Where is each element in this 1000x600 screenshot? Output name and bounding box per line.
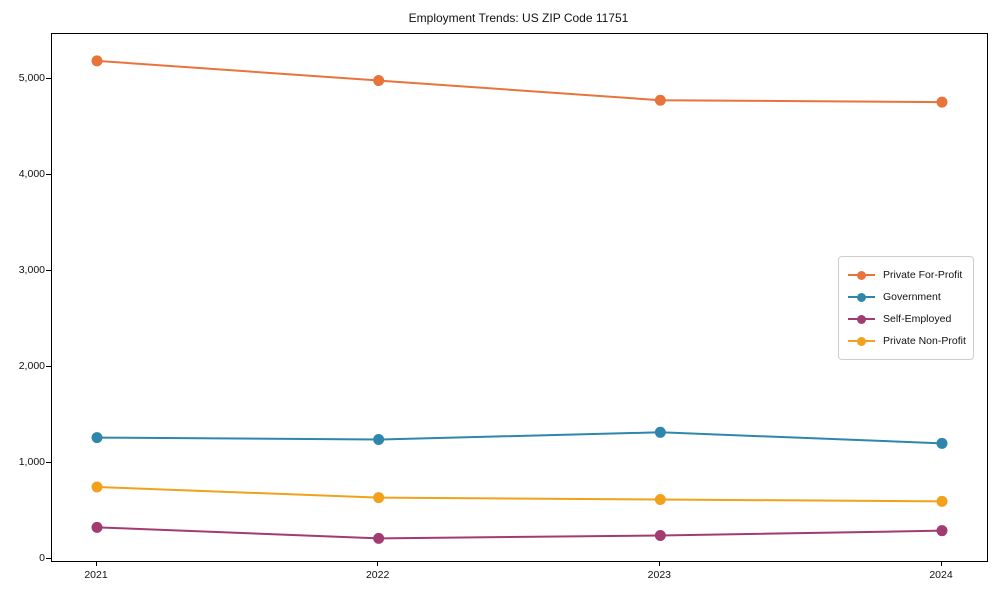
y-tick-label: 0 — [39, 552, 45, 564]
y-tick-mark — [46, 365, 51, 367]
data-point-marker — [654, 94, 666, 106]
data-point-marker — [91, 481, 103, 493]
data-point-marker — [373, 492, 385, 504]
x-tick-mark — [658, 561, 660, 566]
y-tick-mark — [46, 77, 51, 79]
y-tick-mark — [46, 557, 51, 559]
data-point-marker — [654, 426, 666, 438]
data-point-marker — [373, 434, 385, 446]
y-tick-label: 1,000 — [18, 456, 45, 469]
x-tick-label: 2022 — [365, 569, 390, 581]
y-tick-label: 3,000 — [18, 264, 45, 277]
y-tick-label: 2,000 — [18, 360, 45, 373]
legend-label: Self-Employed — [883, 313, 952, 325]
y-tick-mark — [46, 461, 51, 463]
legend-marker-icon — [848, 336, 875, 346]
legend-dot-swatch — [857, 336, 866, 346]
data-point-marker — [654, 493, 666, 505]
legend-dot-swatch — [857, 270, 866, 280]
data-point-marker — [373, 532, 385, 544]
plot-canvas — [91, 55, 948, 544]
legend-marker-icon — [848, 314, 875, 324]
y-tick-label: 4,000 — [18, 168, 45, 181]
x-tick-mark — [940, 561, 942, 566]
legend-marker-icon — [848, 270, 875, 280]
series-line-2 — [96, 526, 943, 540]
data-point-marker — [936, 495, 948, 507]
legend-item-1: Government — [848, 286, 964, 308]
data-point-marker — [91, 55, 103, 67]
legend: Private For-Profit Government Self-Employe… — [838, 256, 974, 360]
x-tick-label: 2023 — [647, 569, 671, 581]
legend-dot-swatch — [857, 292, 866, 302]
series-line-0 — [96, 59, 943, 104]
data-point-marker — [91, 432, 103, 444]
plot-area: Private For-Profit Government Self-Employe… — [51, 33, 988, 562]
y-tick-label: 5,000 — [18, 72, 45, 85]
legend-label: Private For-Profit — [883, 269, 963, 281]
data-point-marker — [91, 521, 103, 533]
legend-item-2: Self-Employed — [848, 308, 964, 330]
x-tick-mark — [377, 561, 379, 566]
legend-item-0: Private For-Profit — [848, 264, 964, 286]
legend-label: Government — [883, 291, 941, 303]
series-line-3 — [96, 486, 943, 503]
series-line-1 — [96, 431, 943, 445]
legend-dot-swatch — [857, 314, 866, 324]
x-tick-mark — [95, 561, 97, 566]
data-point-marker — [936, 525, 948, 537]
legend-marker-icon — [848, 292, 875, 302]
x-tick-label: 2021 — [84, 569, 108, 581]
x-tick-label: 2024 — [929, 569, 953, 581]
data-point-marker — [654, 529, 666, 541]
data-point-marker — [936, 96, 948, 108]
y-tick-mark — [46, 269, 51, 271]
chart-title: Employment Trends: US ZIP Code 11751 — [408, 11, 629, 25]
legend-item-3: Private Non-Profit — [848, 330, 966, 352]
data-point-marker — [936, 437, 948, 449]
y-tick-mark — [46, 173, 51, 175]
legend-label: Private Non-Profit — [883, 335, 966, 347]
data-point-marker — [373, 75, 385, 87]
